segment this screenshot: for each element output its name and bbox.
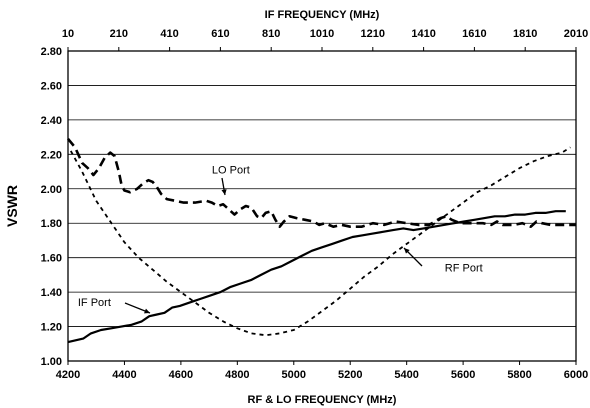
gridlines	[68, 50, 576, 362]
series-line-lo-port	[66, 137, 576, 228]
x-tick-label: 6000	[564, 369, 588, 381]
top-x-tick-label: 610	[211, 28, 229, 40]
top-axis-title: IF FREQUENCY (MHz)	[265, 9, 380, 21]
top-x-tick-label: 1810	[513, 28, 537, 40]
x-tick-label: 5400	[394, 369, 418, 381]
x-tick-label: 4600	[169, 369, 193, 381]
top-x-tick-label: 1410	[411, 28, 435, 40]
top-x-tick-label: 2010	[564, 28, 588, 40]
y-tick-labels: 1.00 1.20 1.40 1.60 1.80 2.00 2.20 2.40 2.60 2.80	[41, 46, 62, 368]
top-x-tick-label: 210	[110, 28, 128, 40]
top-x-tick-label: 1010	[310, 28, 334, 40]
x-tick-label: 5800	[507, 369, 531, 381]
annotation-label: IF Port	[78, 297, 111, 309]
top-x-tick-label: 810	[262, 28, 280, 40]
y-tick-label: 1.40	[41, 287, 62, 299]
top-x-tick-label: 10	[62, 28, 74, 40]
x-tick-label: 5600	[451, 369, 475, 381]
x-tick-labels: 4200 4400 4600 4800 5000 5200 5400 5600 5800 6000	[56, 361, 588, 381]
annotation-label: LO Port	[212, 164, 250, 176]
y-axis-title: VSWR	[4, 185, 20, 227]
annotations: LO Port RF Port IF Port	[78, 164, 483, 314]
y-tick-label: 1.20	[41, 322, 62, 334]
lo-port-arrow-head	[221, 189, 227, 195]
y-tick-label: 2.60	[41, 80, 62, 92]
y-tick-label: 2.20	[41, 149, 62, 161]
plot-frame	[67, 50, 577, 362]
series-line-rf-port	[70, 146, 571, 337]
x-tick-label: 4200	[56, 369, 80, 381]
if-port-arrow-head	[144, 308, 150, 314]
top-x-tick-label: 1610	[462, 28, 486, 40]
x-tick-label: 4400	[112, 369, 136, 381]
x-axis-title: RF & LO FREQUENCY (MHz)	[248, 394, 397, 406]
y-tick-label: 2.80	[41, 46, 62, 58]
y-tick-label: 1.00	[41, 356, 62, 368]
rf-port-arrow-head	[404, 248, 410, 254]
x-tick-label: 4800	[225, 369, 249, 381]
y-tick-label: 2.40	[41, 115, 62, 127]
top-x-tick-label: 1210	[361, 28, 385, 40]
y-tick-label: 2.00	[41, 184, 62, 196]
top-x-tick-labels: 10 210 410 610 810 1010 1210 1410 1610 1810 2010	[62, 28, 588, 51]
annotation-label: RF Port	[445, 262, 483, 274]
top-x-tick-label: 410	[160, 28, 178, 40]
y-tick-label: 1.80	[41, 218, 62, 230]
y-tick-label: 1.60	[41, 253, 62, 265]
x-tick-label: 5000	[282, 369, 306, 381]
series-line-if-port	[67, 210, 566, 344]
series-layer	[66, 137, 576, 344]
x-tick-label: 5200	[338, 369, 362, 381]
